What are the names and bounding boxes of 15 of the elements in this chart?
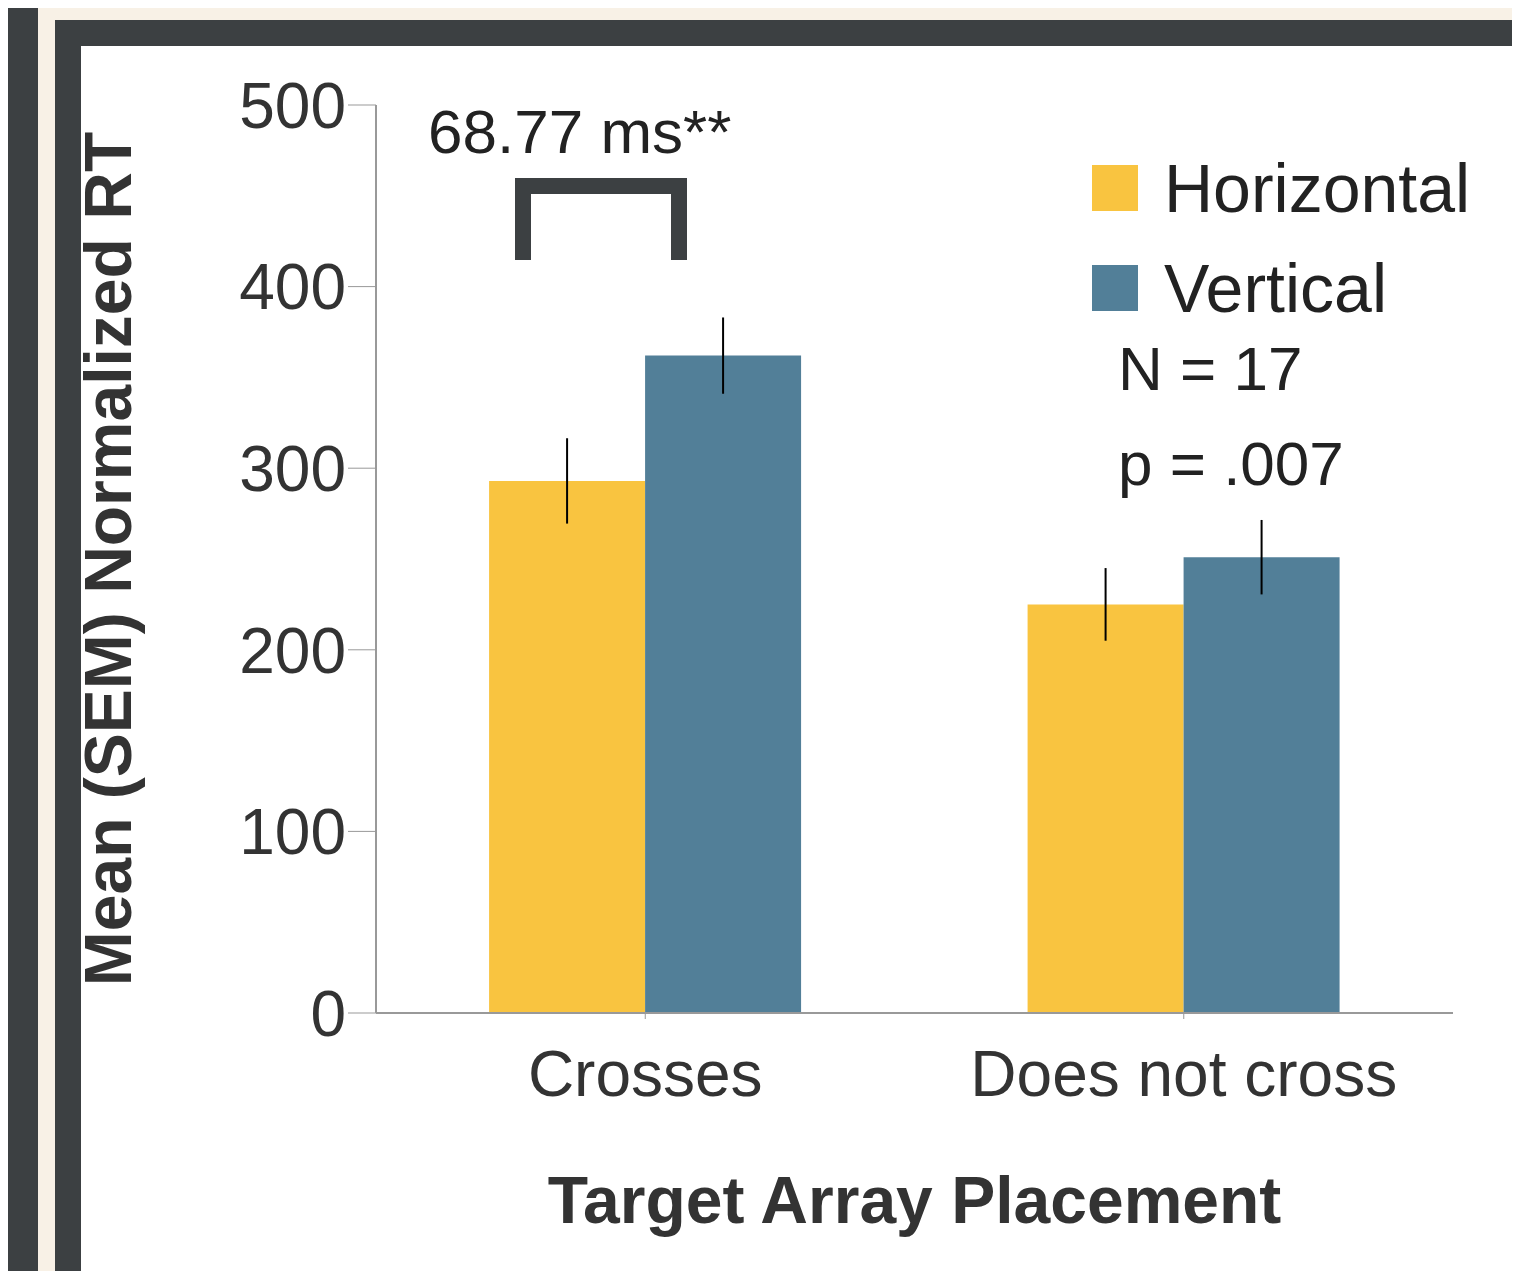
- annotation: p = .007: [1118, 428, 1344, 499]
- y-tick-label: 200: [239, 614, 346, 687]
- x-tick-label: Crosses: [527, 1038, 763, 1111]
- y-tick-label: 500: [239, 69, 346, 142]
- y-tick-label: 300: [239, 432, 346, 505]
- y-axis-title: Mean (SEM) Normalized RT: [71, 131, 146, 987]
- x-axis-title: Target Array Placement: [547, 1163, 1282, 1237]
- y-tick-label: 400: [239, 251, 346, 324]
- x-tick-label: Does not cross: [970, 1038, 1398, 1111]
- legend-label: Horizontal: [1164, 149, 1471, 227]
- y-tick-label: 100: [239, 796, 346, 869]
- y-tick-label: 0: [310, 977, 346, 1050]
- legend-label: Vertical: [1164, 249, 1387, 327]
- annotation: 68.77 ms**: [428, 96, 732, 167]
- annotation: N = 17: [1118, 333, 1303, 404]
